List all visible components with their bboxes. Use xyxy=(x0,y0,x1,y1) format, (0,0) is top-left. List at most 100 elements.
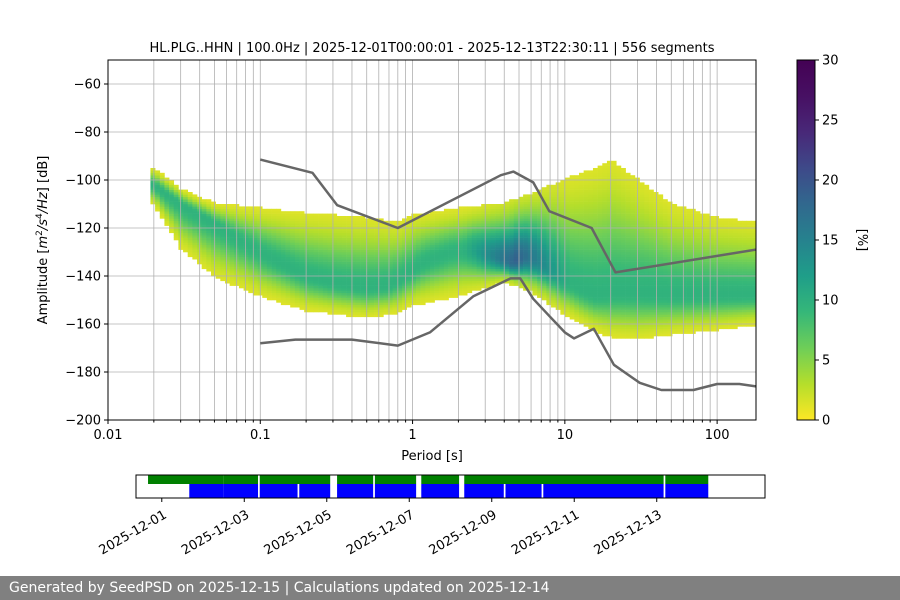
heatmap-cell xyxy=(201,211,207,214)
heatmap-cell xyxy=(378,232,384,236)
heatmap-cell xyxy=(462,237,468,241)
heatmap-cell xyxy=(238,247,244,250)
heatmap-cell xyxy=(280,252,286,255)
heatmap-cell xyxy=(425,216,431,219)
heatmap-cell xyxy=(648,295,654,298)
heatmap-cell xyxy=(206,204,212,207)
heatmap-cell xyxy=(252,237,258,241)
heatmap-cell xyxy=(285,295,291,298)
heatmap-cell xyxy=(672,300,678,303)
heatmap-cell xyxy=(355,278,361,282)
heatmap-cell xyxy=(355,259,361,262)
heatmap-cell xyxy=(546,220,552,224)
heatmap-cell xyxy=(392,249,398,253)
heatmap-cell xyxy=(569,213,575,217)
heatmap-cell xyxy=(462,278,468,282)
heatmap-cell xyxy=(583,242,589,246)
heatmap-cell xyxy=(588,192,594,195)
heatmap-cell xyxy=(229,249,235,253)
heatmap-cell xyxy=(467,218,473,222)
heatmap-cell xyxy=(606,177,612,181)
heatmap-cell xyxy=(471,220,477,224)
heatmap-cell xyxy=(625,336,631,339)
heatmap-cell xyxy=(583,254,589,258)
heatmap-cell xyxy=(681,331,687,334)
heatmap-cell xyxy=(565,182,570,186)
heatmap-cell xyxy=(625,220,631,224)
heatmap-cell xyxy=(616,319,622,322)
heatmap-cell xyxy=(541,223,547,226)
heatmap-cell xyxy=(238,271,244,274)
heatmap-cell xyxy=(676,328,682,332)
heatmap-cell xyxy=(676,312,682,315)
heatmap-cell xyxy=(336,220,342,224)
heatmap-cell xyxy=(183,237,189,241)
heatmap-cell xyxy=(308,247,314,250)
heatmap-cell xyxy=(532,199,538,202)
heatmap-cell xyxy=(336,228,342,231)
heatmap-cell xyxy=(392,309,398,313)
heatmap-cell xyxy=(681,223,687,226)
heatmap-cell xyxy=(639,249,645,253)
heatmap-cell xyxy=(611,328,617,332)
heatmap-cell xyxy=(667,225,673,229)
heatmap-cell xyxy=(681,235,687,238)
heatmap-cell xyxy=(224,247,230,250)
heatmap-cell xyxy=(374,266,379,270)
heatmap-cell xyxy=(611,259,617,262)
heatmap-cell xyxy=(448,237,454,241)
heatmap-cell xyxy=(364,300,370,303)
heatmap-cell xyxy=(602,312,608,315)
heatmap-cell xyxy=(597,187,603,190)
heatmap-cell xyxy=(578,254,584,258)
heatmap-cell xyxy=(299,268,305,272)
heatmap-cell xyxy=(471,266,477,270)
heatmap-cell xyxy=(574,228,580,231)
heatmap-cell xyxy=(415,300,421,303)
heatmap-cell xyxy=(532,220,538,224)
heatmap-cell xyxy=(560,220,566,224)
heatmap-cell xyxy=(215,208,221,212)
heatmap-cell xyxy=(546,280,552,284)
heatmap-cell xyxy=(476,230,482,234)
heatmap-cell xyxy=(453,240,459,243)
heatmap-cell xyxy=(495,256,501,260)
heatmap-cell xyxy=(583,276,589,279)
heatmap-cell xyxy=(611,249,617,253)
heatmap-cell xyxy=(425,232,431,236)
heatmap-cell xyxy=(588,232,594,236)
heatmap-cell xyxy=(411,240,417,243)
heatmap-cell xyxy=(532,266,538,270)
heatmap-cell xyxy=(211,216,216,219)
heatmap-cell xyxy=(625,247,631,250)
heatmap-cell xyxy=(262,211,268,214)
heatmap-cell xyxy=(434,292,440,296)
heatmap-cell xyxy=(374,220,379,224)
heatmap-cell xyxy=(658,208,664,212)
heatmap-cell xyxy=(383,278,389,282)
heatmap-cell xyxy=(453,232,459,236)
heatmap-cell xyxy=(308,237,314,241)
heatmap-cell xyxy=(476,254,482,258)
heatmap-cell xyxy=(597,319,603,322)
heatmap-cell xyxy=(592,187,598,190)
heatmap-cell xyxy=(648,216,654,219)
heatmap-cell xyxy=(667,297,673,301)
heatmap-cell xyxy=(294,297,300,301)
heatmap-cell xyxy=(583,280,589,284)
heatmap-cell xyxy=(532,235,538,238)
heatmap-cell xyxy=(266,252,272,255)
heatmap-cell xyxy=(602,244,608,248)
heatmap-cell xyxy=(439,242,445,246)
heatmap-cell xyxy=(611,218,617,222)
heatmap-cell xyxy=(346,235,352,238)
heatmap-cell xyxy=(476,247,482,250)
heatmap-cell xyxy=(611,319,617,322)
heatmap-cell xyxy=(578,314,584,318)
heatmap-cell xyxy=(565,189,570,193)
heatmap-cell xyxy=(504,276,510,279)
heatmap-cell xyxy=(443,271,449,274)
heatmap-cell xyxy=(392,223,398,226)
heatmap-cell xyxy=(476,242,482,246)
heatmap-cell xyxy=(509,211,515,214)
